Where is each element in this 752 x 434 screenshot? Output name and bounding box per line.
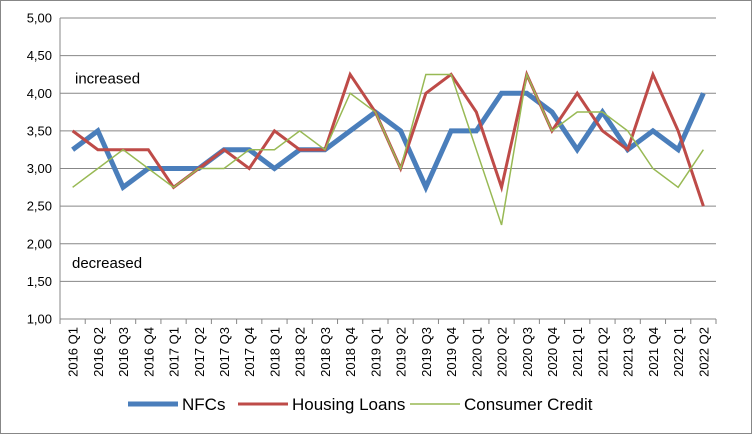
x-tick-label: 2021 Q4 [646, 327, 661, 377]
y-tick-label: 2,50 [27, 199, 52, 214]
x-tick-label: 2017 Q2 [192, 327, 207, 377]
x-tick-label: 2016 Q4 [141, 327, 156, 377]
series-line-consumer-credit [72, 71, 705, 226]
x-tick-label: 2018 Q1 [267, 327, 282, 377]
x-tick-label: 2018 Q4 [343, 327, 358, 377]
y-tick-label: 3,50 [27, 123, 52, 138]
x-tick-label: 2016 Q1 [66, 327, 81, 377]
x-tick-label: 2019 Q4 [444, 327, 459, 377]
x-tick-label: 2017 Q4 [242, 327, 257, 377]
series-line-nfcs [71, 90, 706, 194]
annotation-decreased: decreased [72, 255, 142, 272]
x-tick-label: 2018 Q2 [293, 327, 308, 377]
x-tick-label: 2020 Q2 [495, 327, 510, 377]
x-tick-label: 2018 Q3 [318, 327, 333, 377]
y-tick-labels: 1,00 1,50 2,00 2,50 3,00 3,50 4,00 4,50 5,00 [27, 11, 52, 327]
y-tick-label: 4,50 [27, 48, 52, 63]
x-tick-label: 2020 Q1 [469, 327, 484, 377]
annotation-increased: increased [75, 71, 140, 88]
y-tick-label: 3,00 [27, 161, 52, 176]
x-tick-label: 2017 Q1 [167, 327, 182, 377]
legend-label: Housing Loans [292, 395, 405, 414]
y-tick-label: 1,50 [27, 274, 52, 289]
legend: NFCs Housing Loans Consumer Credit [128, 395, 593, 414]
y-tick-label: 1,00 [27, 312, 52, 327]
x-tick-label: 2021 Q1 [570, 327, 585, 377]
x-tick-label: 2019 Q1 [368, 327, 383, 377]
legend-label: NFCs [182, 395, 225, 414]
y-tick-label: 4,00 [27, 86, 52, 101]
x-tick-label: 2022 Q1 [671, 327, 686, 377]
x-tick-label: 2021 Q3 [621, 327, 636, 377]
x-tick-labels: 2016 Q1 2016 Q2 2016 Q3 2016 Q4 2017 Q1 2017 … [66, 327, 712, 377]
axes [59, 18, 717, 324]
x-tick-label: 2017 Q3 [217, 327, 232, 377]
series-lines [71, 69, 706, 226]
x-tick-label: 2019 Q2 [394, 327, 409, 377]
x-tick-label: 2016 Q2 [91, 327, 106, 377]
legend-label: Consumer Credit [464, 395, 593, 414]
x-tick-label: 2022 Q2 [696, 327, 711, 377]
x-tick-label: 2020 Q3 [520, 327, 535, 377]
x-tick-label: 2016 Q3 [116, 327, 131, 377]
x-tick-label: 2021 Q2 [595, 327, 610, 377]
y-tick-label: 5,00 [27, 11, 52, 26]
y-tick-label: 2,00 [27, 236, 52, 251]
x-tick-label: 2020 Q4 [545, 327, 560, 377]
x-tick-label: 2019 Q3 [419, 327, 434, 377]
